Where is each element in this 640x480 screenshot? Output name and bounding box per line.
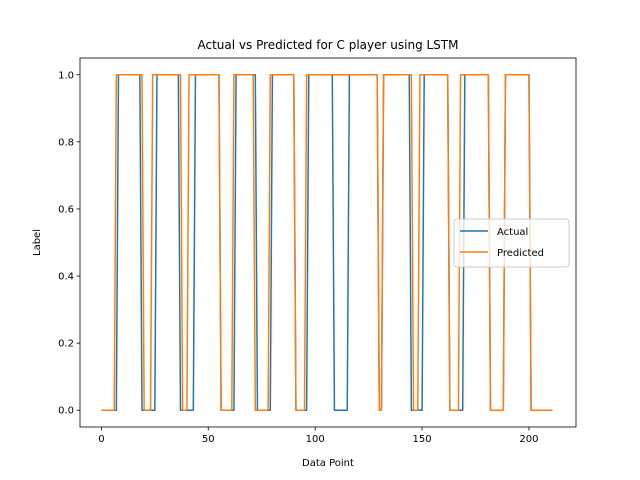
x-tick-label: 0: [98, 434, 104, 445]
series-line-predicted: [101, 74, 553, 411]
plot-frame: [79, 57, 577, 428]
y-tick-label: 0.2: [58, 339, 74, 350]
legend-label-actual: Actual: [497, 227, 528, 238]
x-axis: 0 50 100 150 200: [98, 427, 539, 445]
y-tick-label: 1.0: [58, 70, 74, 81]
y-tick-label: 0.0: [58, 406, 74, 417]
x-axis-label: Data Point: [302, 458, 354, 469]
y-axis: 0.0 0.2 0.4 0.6 0.8 1.0: [58, 70, 80, 417]
chart-title: Actual vs Predicted for C player using L…: [198, 38, 459, 52]
y-axis-label: Label: [32, 229, 43, 256]
x-tick-label: 100: [306, 434, 325, 445]
x-tick-label: 50: [202, 434, 215, 445]
y-tick-label: 0.4: [58, 272, 74, 283]
y-tick-label: 0.6: [58, 204, 74, 215]
x-tick-label: 150: [413, 434, 432, 445]
legend-label-predicted: Predicted: [497, 248, 544, 259]
x-tick-label: 200: [519, 434, 538, 445]
legend: Actual Predicted: [453, 218, 570, 268]
y-tick-label: 0.8: [58, 137, 74, 148]
